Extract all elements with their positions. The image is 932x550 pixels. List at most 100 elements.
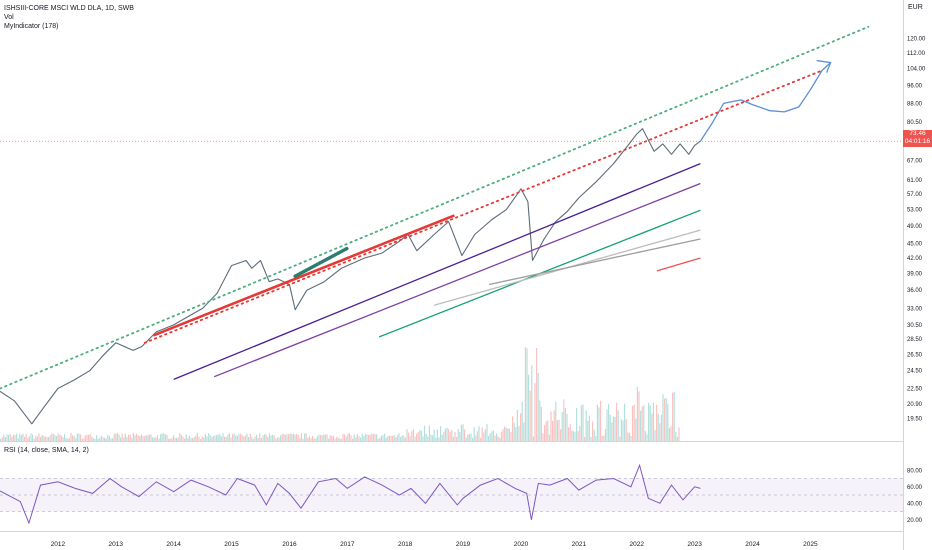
volume-bar bbox=[616, 402, 618, 441]
volume-bar bbox=[368, 434, 370, 441]
volume-bar bbox=[539, 400, 541, 441]
volume-bar bbox=[145, 435, 147, 441]
volume-bar bbox=[313, 438, 315, 441]
volume-bar bbox=[561, 412, 563, 441]
volume-bar bbox=[540, 406, 542, 441]
time-tick-label: 2016 bbox=[282, 541, 297, 548]
volume-bar bbox=[107, 434, 109, 441]
volume-bar bbox=[142, 436, 144, 441]
volume-bar bbox=[400, 437, 402, 441]
price-tick-label: 57.00 bbox=[907, 192, 923, 198]
volume-bar bbox=[128, 434, 130, 441]
volume-bar bbox=[620, 419, 622, 441]
volume-bar bbox=[243, 436, 245, 441]
volume-bar bbox=[6, 434, 8, 441]
volume-bar bbox=[339, 438, 341, 441]
volume-bar bbox=[430, 434, 432, 441]
volume-bar bbox=[233, 433, 235, 441]
volume-bar bbox=[409, 436, 411, 441]
volume-bar bbox=[120, 437, 122, 441]
volume-bar bbox=[291, 434, 293, 441]
volume-bar bbox=[307, 437, 309, 441]
volume-bar bbox=[251, 437, 253, 441]
volume-bar bbox=[371, 433, 373, 441]
volume-bar bbox=[600, 400, 602, 441]
volume-bar bbox=[507, 428, 509, 441]
volume-bar bbox=[288, 434, 290, 441]
volume-bar bbox=[96, 435, 98, 441]
volume-bar bbox=[614, 416, 616, 441]
volume-bar bbox=[144, 436, 146, 441]
volume-bar bbox=[558, 419, 560, 441]
volume-bar bbox=[152, 437, 154, 441]
volume-bar bbox=[164, 434, 166, 441]
volume-bar bbox=[70, 433, 72, 441]
volume-bar bbox=[646, 434, 648, 441]
volume-bar bbox=[248, 436, 250, 441]
volume-bar bbox=[171, 438, 173, 441]
volume-bar bbox=[627, 432, 629, 441]
volume-bar bbox=[376, 434, 378, 441]
volume-bar bbox=[9, 434, 11, 441]
volume-label[interactable]: Vol bbox=[4, 14, 14, 21]
volume-bar bbox=[571, 430, 573, 441]
volume-bar bbox=[147, 435, 149, 441]
volume-bar bbox=[508, 428, 510, 441]
volume-bar bbox=[451, 430, 453, 441]
volume-bar bbox=[176, 437, 178, 441]
volume-bar bbox=[417, 431, 419, 441]
volume-bar bbox=[40, 436, 42, 441]
volume-bar bbox=[48, 437, 50, 441]
indicator-label[interactable]: MyIndicator (178) bbox=[4, 23, 59, 30]
volume-bar bbox=[296, 433, 298, 441]
volume-bar bbox=[108, 436, 110, 441]
volume-bar bbox=[622, 420, 624, 441]
volume-bar bbox=[265, 434, 267, 441]
volume-bar bbox=[608, 404, 610, 441]
volume-bar bbox=[512, 416, 514, 441]
volume-bar bbox=[574, 431, 576, 441]
volume-bar bbox=[153, 437, 155, 441]
volume-bar bbox=[36, 436, 38, 441]
volume-bar bbox=[446, 427, 448, 441]
volume-bar bbox=[344, 434, 346, 441]
volume-bar bbox=[379, 437, 381, 441]
volume-bar bbox=[24, 436, 26, 441]
volume-bar bbox=[347, 434, 349, 441]
volume-bar bbox=[280, 435, 282, 441]
volume-bar bbox=[0, 438, 2, 441]
volume-bar bbox=[4, 437, 6, 441]
volume-bar bbox=[84, 435, 86, 441]
volume-bar bbox=[198, 436, 200, 441]
volume-bar bbox=[27, 438, 29, 441]
symbol-title[interactable]: ISHSIII-CORE MSCI WLD DLA, 1D, SWB bbox=[4, 5, 134, 12]
volume-bar bbox=[412, 429, 414, 441]
volume-bar bbox=[273, 435, 275, 441]
volume-bar bbox=[342, 433, 344, 441]
rsi-tick-label: 60.00 bbox=[907, 485, 923, 491]
volume-bar bbox=[92, 438, 94, 441]
volume-bar bbox=[254, 436, 256, 441]
volume-bar bbox=[601, 435, 603, 441]
rsi-tick-label: 40.00 bbox=[907, 501, 923, 507]
volume-bar bbox=[86, 434, 88, 441]
volume-bar bbox=[67, 438, 69, 441]
volume-bar bbox=[518, 425, 520, 441]
volume-bar bbox=[150, 434, 152, 441]
volume-bar bbox=[603, 435, 605, 441]
volume-bar bbox=[596, 404, 598, 441]
volume-bar bbox=[41, 435, 43, 441]
rsi-legend[interactable]: RSI (14, close, SMA, 14, 2) bbox=[4, 447, 89, 454]
volume-bar bbox=[464, 429, 466, 441]
volume-bar bbox=[185, 434, 187, 441]
volume-bar bbox=[249, 433, 251, 441]
time-tick-label: 2024 bbox=[745, 541, 760, 548]
volume-bar bbox=[377, 438, 379, 441]
volume-bar bbox=[252, 438, 254, 441]
volume-bar bbox=[321, 435, 323, 441]
volume-bar bbox=[169, 438, 171, 441]
volume-bar bbox=[72, 435, 74, 441]
volume-bar bbox=[404, 437, 406, 441]
rsi-tick-label: 80.00 bbox=[907, 468, 923, 474]
